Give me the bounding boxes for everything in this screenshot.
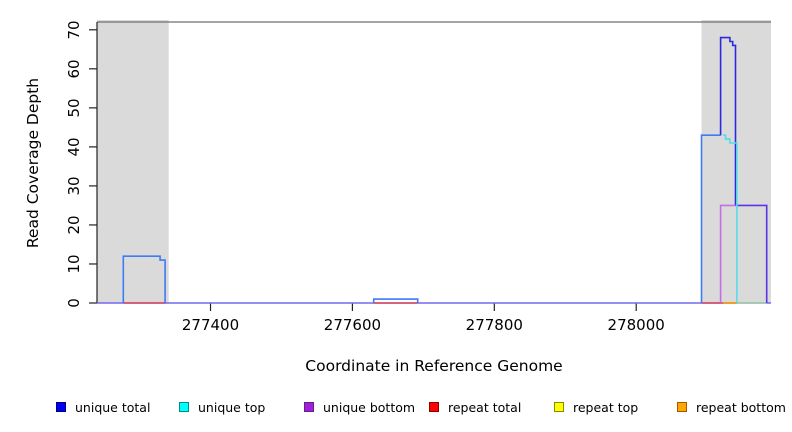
x-tick-label: 277400 — [181, 316, 240, 334]
unique-total-swatch-icon — [56, 402, 66, 412]
y-tick-label: 10 — [65, 254, 83, 274]
series-unique-bottom-rise25 — [719, 204, 736, 303]
legend-label: repeat bottom — [696, 399, 786, 415]
repeat-top-swatch-icon — [554, 402, 564, 412]
legend-item-unique-total: unique total — [56, 399, 150, 415]
series-unique-total-solo-peak68 — [719, 36, 737, 206]
x-tick-label: 277800 — [465, 316, 523, 334]
legend-item-unique-bottom: unique bottom — [304, 399, 415, 415]
legend-item-repeat-top: repeat top — [554, 399, 638, 415]
legend-item-repeat-total: repeat total — [429, 399, 521, 415]
legend-item-repeat-bottom: repeat bottom — [677, 399, 786, 415]
legend-item-unique-top: unique top — [179, 399, 265, 415]
unique-top-swatch-icon — [179, 402, 189, 412]
y-tick-label: 0 — [65, 298, 83, 308]
y-tick-label: 30 — [65, 176, 83, 196]
y-tick-label: 50 — [65, 98, 83, 118]
unique-bottom-swatch-icon — [304, 402, 314, 412]
y-tick-label: 40 — [65, 137, 83, 157]
legend-label: repeat top — [573, 399, 639, 415]
series-unique-total-bottom-shelf25 — [735, 204, 768, 303]
legend-label: unique total — [75, 399, 151, 415]
series-unique-total-top-left-peak — [122, 255, 166, 303]
repeat-bottom-swatch-icon — [677, 402, 687, 412]
series-unique-total-top-shelf43 — [700, 134, 721, 303]
y-tick-label: 70 — [65, 20, 83, 40]
repeat-region-left — [97, 20, 169, 303]
y-axis-label: Read Coverage Depth — [24, 77, 42, 249]
legend-label: unique bottom — [323, 399, 416, 415]
legend-label: unique top — [198, 399, 266, 415]
y-tick-label: 20 — [65, 215, 83, 235]
series-unique-total-top-bump — [372, 298, 419, 303]
x-axis-label: Coordinate in Reference Genome — [305, 357, 563, 375]
x-tick-label: 277600 — [323, 316, 382, 334]
legend-label: repeat total — [448, 399, 522, 415]
x-tick-label: 278000 — [607, 316, 665, 334]
repeat-total-swatch-icon — [429, 402, 439, 412]
y-tick-label: 60 — [65, 59, 83, 79]
series-unique-top-stair — [722, 134, 738, 303]
